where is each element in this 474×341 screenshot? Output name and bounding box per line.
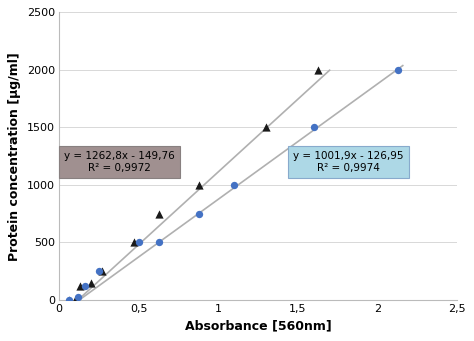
Point (262, 125, 270, 130)
Point (195, 182, 203, 188)
Point (155, 240, 163, 245)
Point (65, 297, 73, 303)
Point (98, 268, 106, 274)
Point (394, 67, 402, 73)
Point (71, 297, 79, 303)
Point (195, 211, 203, 217)
Point (65, 297, 73, 303)
Text: y = 1001,9x - 126,95
R² = 0,9974: y = 1001,9x - 126,95 R² = 0,9974 (293, 151, 404, 173)
Point (76, 283, 83, 288)
Y-axis label: Protein concentration [µg/ml]: Protein concentration [µg/ml] (9, 52, 21, 261)
Point (310, 125, 318, 130)
Point (155, 211, 163, 217)
Point (135, 240, 143, 245)
Point (315, 67, 322, 73)
Point (74, 294, 82, 300)
Point (81, 283, 89, 288)
Point (87, 280, 95, 285)
Point (130, 240, 138, 245)
Text: y = 1262,8x - 149,76
R² = 0,9972: y = 1262,8x - 149,76 R² = 0,9972 (64, 151, 175, 173)
Point (230, 182, 238, 188)
X-axis label: Absorbance [560nm]: Absorbance [560nm] (185, 320, 331, 333)
Point (95, 268, 103, 274)
